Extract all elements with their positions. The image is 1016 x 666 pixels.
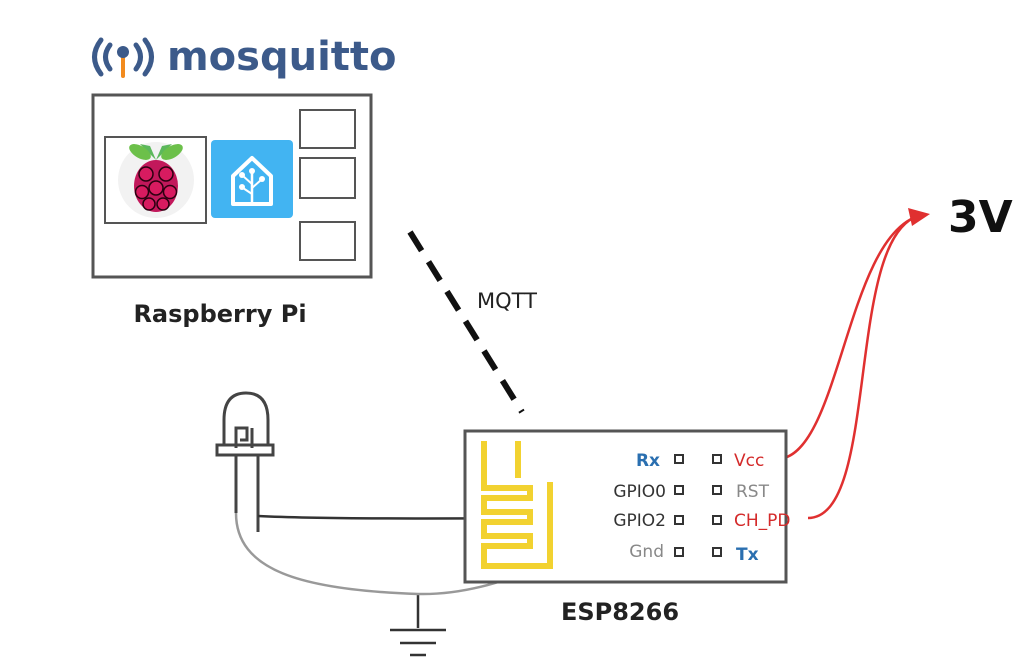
pin-tx bbox=[712, 547, 722, 557]
pi-port-1 bbox=[299, 109, 356, 149]
mqtt-link bbox=[407, 230, 525, 414]
power-label: 3V bbox=[948, 192, 1013, 243]
pin-gpio2 bbox=[674, 515, 684, 525]
pin-label-rx: Rx bbox=[636, 451, 660, 471]
antenna-trace bbox=[481, 441, 553, 569]
pin-ch-pd bbox=[712, 515, 722, 525]
pin-label-rst: RST bbox=[736, 482, 770, 502]
pi-port-3 bbox=[299, 221, 356, 261]
pin-label-vcc: Vcc bbox=[734, 451, 764, 471]
pin-gnd bbox=[674, 547, 684, 557]
pin-rx bbox=[674, 454, 684, 464]
logo-text: mosquitto bbox=[167, 34, 397, 80]
home-assistant-icon bbox=[211, 140, 293, 218]
mqtt-label: MQTT bbox=[477, 289, 537, 313]
mosquitto-logo: mosquitto bbox=[92, 34, 397, 80]
pi-port-2 bbox=[299, 157, 356, 199]
raspberry-pi-board: Raspberry Pi bbox=[91, 93, 373, 328]
esp8266-module: Rx GPIO0 GPIO2 Gnd Vcc RST CH_PD Tx ESP8… bbox=[463, 429, 791, 626]
power-wires bbox=[776, 208, 930, 520]
pin-label-gpio2: GPIO2 bbox=[613, 511, 666, 531]
raspberry-pi-label: Raspberry Pi bbox=[133, 300, 306, 328]
pin-label-gpio0: GPIO0 bbox=[613, 482, 666, 502]
pin-label-gnd: Gnd bbox=[629, 542, 664, 562]
ground-symbol bbox=[390, 593, 446, 657]
pin-label-ch-pd: CH_PD bbox=[734, 511, 791, 531]
pins bbox=[674, 454, 722, 557]
broadcast-icon bbox=[92, 37, 154, 78]
pin-rst bbox=[712, 485, 722, 495]
esp8266-label: ESP8266 bbox=[561, 598, 679, 626]
pin-label-tx: Tx bbox=[736, 545, 759, 565]
pin-vcc bbox=[712, 454, 722, 464]
photo-sensor bbox=[215, 391, 275, 532]
pin-gpio0 bbox=[674, 485, 684, 495]
raspberry-icon bbox=[118, 142, 194, 218]
